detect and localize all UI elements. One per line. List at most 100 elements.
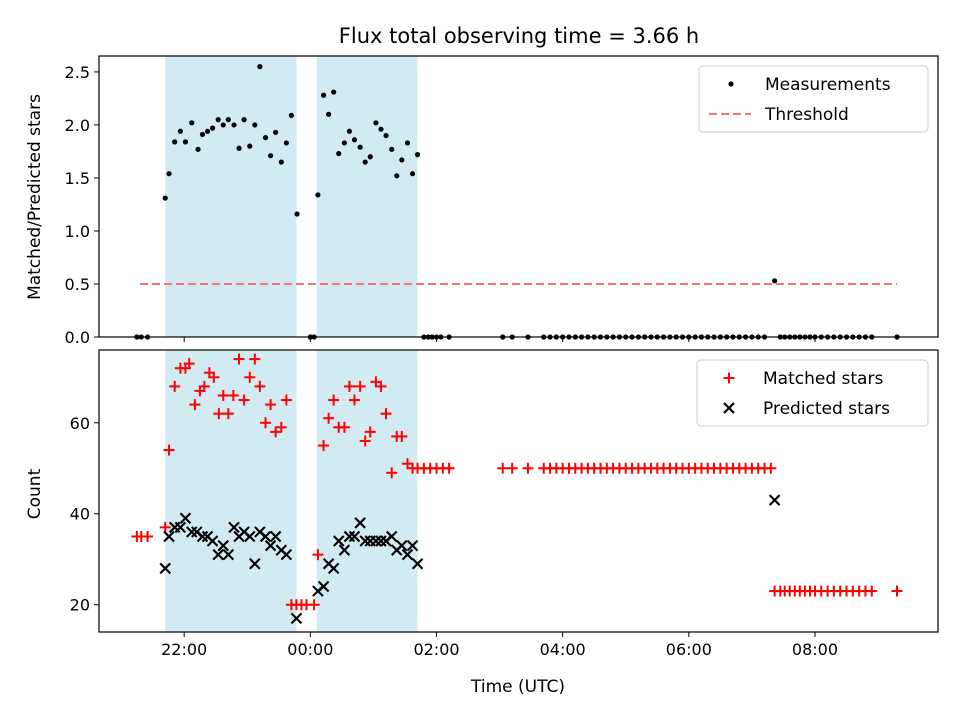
x-marker (222, 548, 235, 561)
legend-label: Predicted stars (763, 399, 890, 419)
x-marker (244, 530, 256, 543)
x-marker-stroke (359, 535, 371, 547)
scatter-point (409, 171, 416, 177)
x-marker (354, 517, 366, 529)
x-marker-stroke (269, 530, 282, 543)
chart-title: Flux total observing time = 3.66 h (339, 24, 699, 48)
y-tick-label: 1.0 (65, 222, 90, 241)
x-marker (217, 539, 230, 552)
scatter-point (326, 111, 332, 117)
scatter-point (320, 92, 327, 98)
bottom-panel: 22:00 00:00 02:00 04:00 06:00 08:00 20 40 60 Matc… (70, 349, 939, 659)
scatter-point (225, 117, 231, 123)
scatter-point (336, 150, 342, 157)
bottom-axes-frame (98, 349, 939, 633)
x-marker (212, 548, 224, 561)
x-marker (359, 535, 371, 547)
scatter-point (367, 154, 373, 160)
x-marker (375, 535, 387, 547)
x-marker (179, 512, 192, 525)
legend-handle (723, 402, 735, 414)
legend-box (696, 359, 929, 427)
observing-window (165, 350, 297, 632)
x-marker (401, 548, 414, 561)
top-legend: Measurements Threshold (698, 65, 929, 133)
plus-marker (866, 585, 878, 597)
plus-marker (260, 417, 272, 429)
x-marker (174, 521, 187, 534)
scatter-point (278, 159, 284, 165)
x-marker (411, 558, 424, 570)
x-axis-label: Time (UTC) (470, 677, 565, 697)
plus-marker (354, 380, 366, 392)
x-marker-stroke (159, 562, 171, 575)
scatter-point (288, 112, 295, 118)
x-marker-stroke (768, 494, 781, 506)
scatter-point (283, 140, 289, 146)
legend-handle (723, 372, 735, 384)
plus-marker (312, 549, 324, 561)
x-marker (343, 530, 356, 543)
x-marker-stroke (406, 539, 419, 552)
plus-marker (222, 408, 234, 420)
x-marker-stroke (290, 612, 303, 625)
scatter-point (162, 195, 168, 201)
x-marker-stroke (222, 548, 235, 561)
scatter-point (399, 157, 405, 163)
bottom-y-axis-label: Count (25, 468, 45, 519)
y-tick-label: 40 (70, 505, 90, 524)
x-marker (206, 535, 219, 547)
scatter-point (257, 64, 263, 70)
x-marker (290, 612, 303, 625)
scatter-point (199, 131, 206, 138)
scatter-point (204, 128, 211, 134)
y-tick-label: 0.0 (65, 328, 90, 347)
top-axes-frame (98, 55, 939, 338)
legend-handle-stroke (723, 402, 735, 414)
scatter-point (394, 173, 400, 179)
scatter-point (346, 128, 353, 134)
plus-marker (270, 426, 282, 438)
scatter-point (166, 171, 172, 177)
scatter-point (351, 137, 358, 143)
x-marker-stroke (401, 548, 414, 561)
x-tick-label: 04:00 (540, 640, 586, 659)
scatter-point (209, 125, 216, 131)
plus-marker (348, 394, 360, 406)
plus-marker (280, 394, 292, 406)
x-marker-stroke (254, 526, 266, 538)
x-marker (259, 530, 272, 543)
plus-marker (396, 430, 408, 442)
x-marker-stroke (196, 530, 209, 543)
scatter-point (414, 152, 421, 158)
x-marker (196, 530, 209, 543)
scatter-point (189, 120, 195, 126)
x-tick-label: 22:00 (161, 640, 207, 659)
x-marker (185, 526, 198, 538)
scatter-point (378, 126, 384, 132)
x-marker (385, 530, 398, 543)
x-marker (370, 535, 382, 547)
scatter-point (404, 140, 411, 146)
plus-marker (522, 462, 534, 474)
plus-marker (159, 521, 171, 533)
x-marker-stroke (185, 526, 198, 538)
y-tick-label: 2.5 (65, 63, 90, 82)
plus-marker (163, 444, 175, 456)
legend-box (698, 65, 929, 133)
x-marker-stroke (385, 530, 398, 543)
plus-marker (359, 435, 371, 447)
plus-marker (506, 462, 518, 474)
y-tick-label: 2.0 (65, 116, 90, 135)
observing-window (316, 56, 418, 337)
scatter-point (247, 143, 253, 149)
x-marker (249, 558, 261, 570)
x-marker (159, 562, 171, 575)
plus-marker (238, 394, 250, 406)
scatter-point (231, 122, 237, 128)
plus-marker (217, 389, 229, 401)
x-marker-stroke (163, 530, 175, 543)
x-marker-stroke (212, 548, 224, 561)
x-marker-stroke (191, 526, 203, 538)
x-marker-stroke (411, 558, 424, 570)
